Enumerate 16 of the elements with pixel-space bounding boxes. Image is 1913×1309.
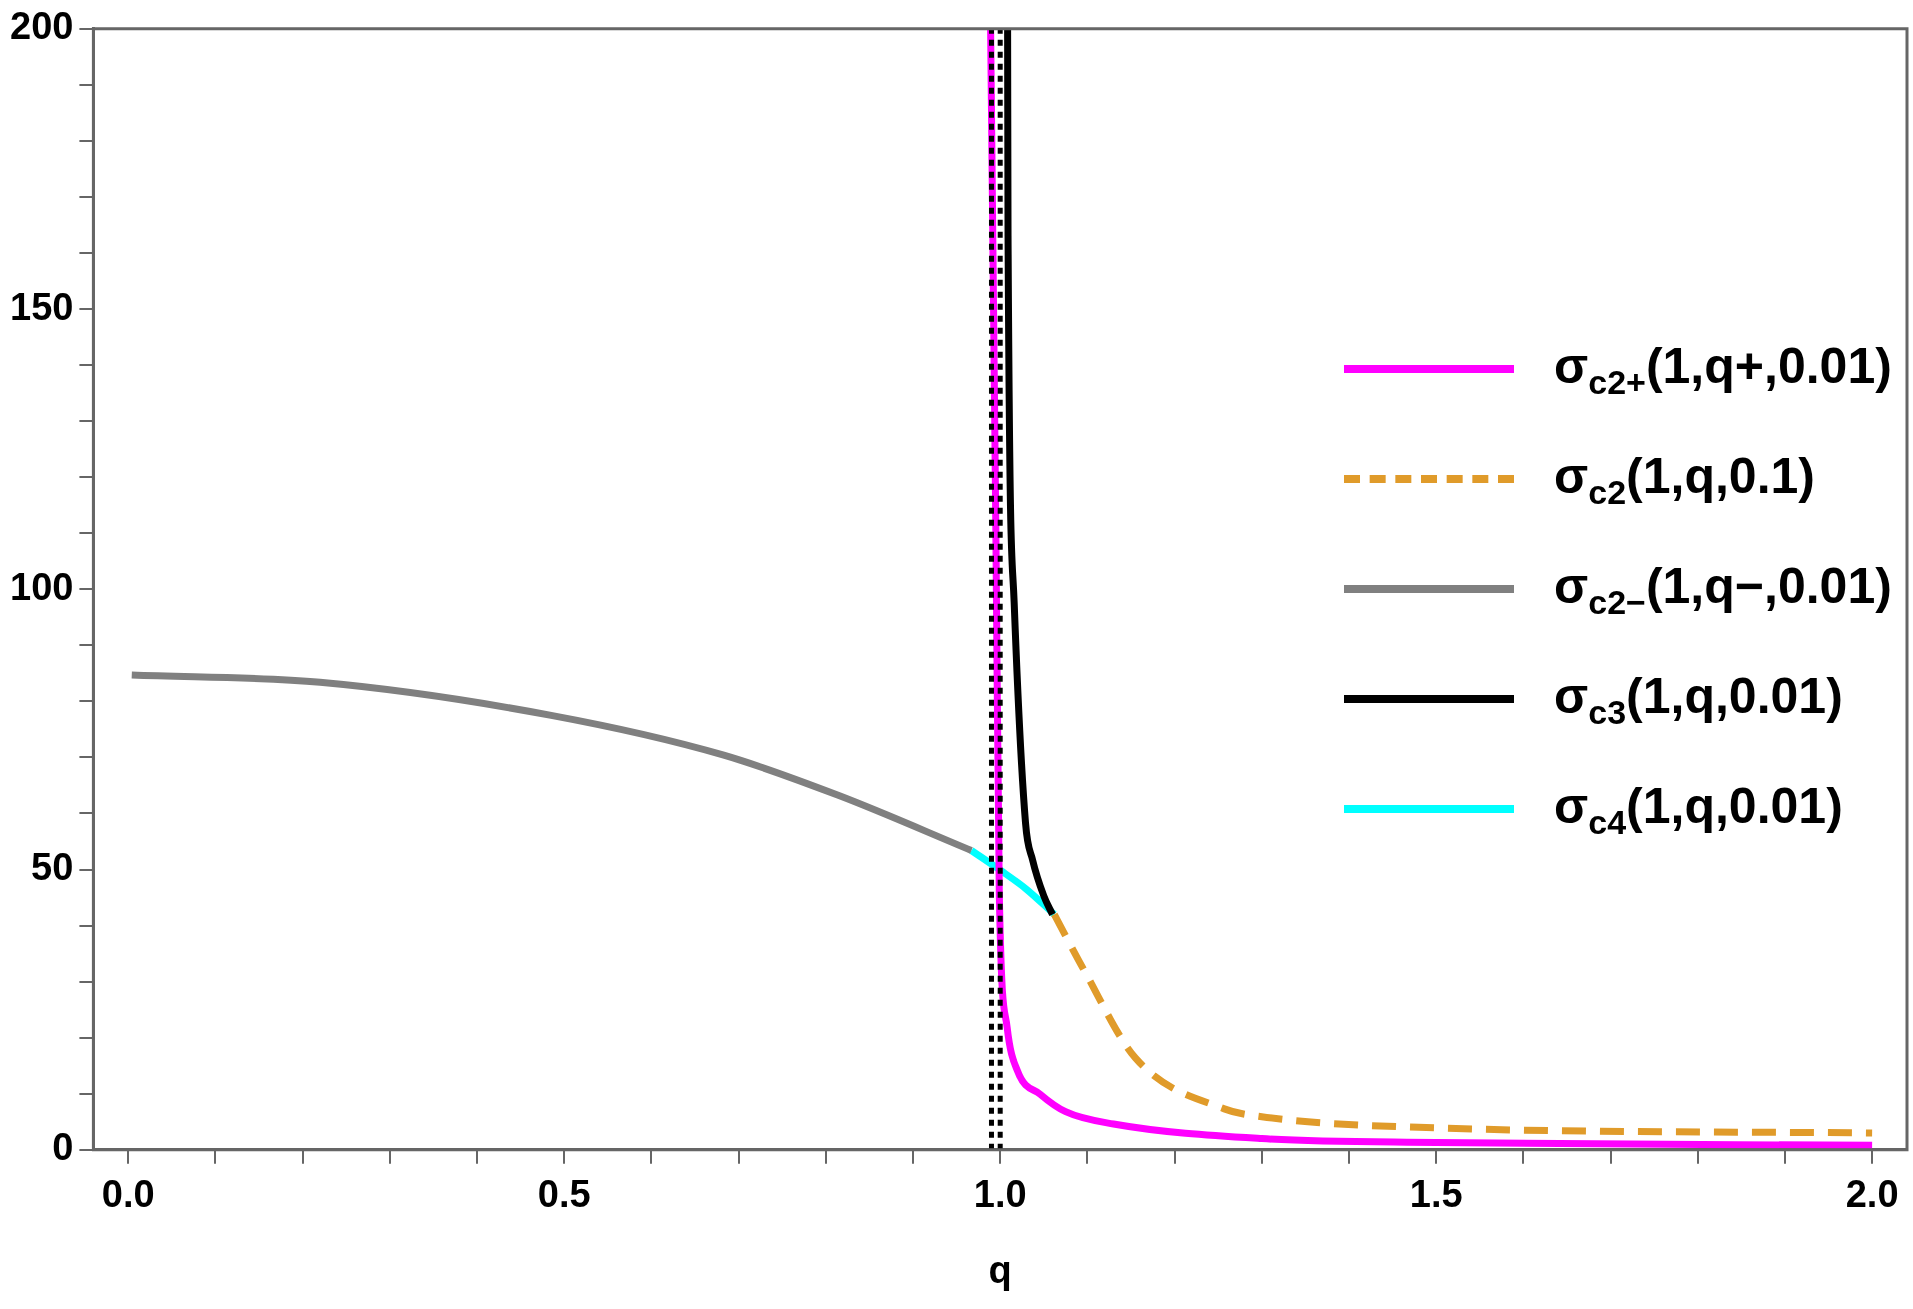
y-tick-label: 200	[10, 5, 74, 48]
y-tick-label: 150	[10, 285, 74, 328]
x-axis-title: q	[988, 1248, 1012, 1291]
x-tick-label: 0.0	[101, 1173, 155, 1216]
legend-label: σ$_{c2}$(1,q,0.1)	[1554, 446, 1815, 512]
y-tick-label: 0	[52, 1126, 74, 1169]
x-tick-label: 1.0	[973, 1173, 1027, 1216]
x-tick-label: 2.0	[1845, 1173, 1899, 1216]
legend-label: σ$_{c2+}$(1,q+,0.01)	[1554, 336, 1892, 402]
y-tick-label: 50	[31, 846, 74, 889]
x-tick-label: 0.5	[537, 1173, 591, 1216]
y-tick-label: 100	[10, 565, 74, 608]
legend-label: σ$_{c4}$(1,q,0.01)	[1554, 776, 1843, 842]
legend-label: σ$_{c3}$(1,q,0.01)	[1554, 666, 1843, 732]
legend-label: σ$_{c2−}$(1,q−,0.01)	[1554, 556, 1892, 622]
x-tick-label: 1.5	[1409, 1173, 1463, 1216]
